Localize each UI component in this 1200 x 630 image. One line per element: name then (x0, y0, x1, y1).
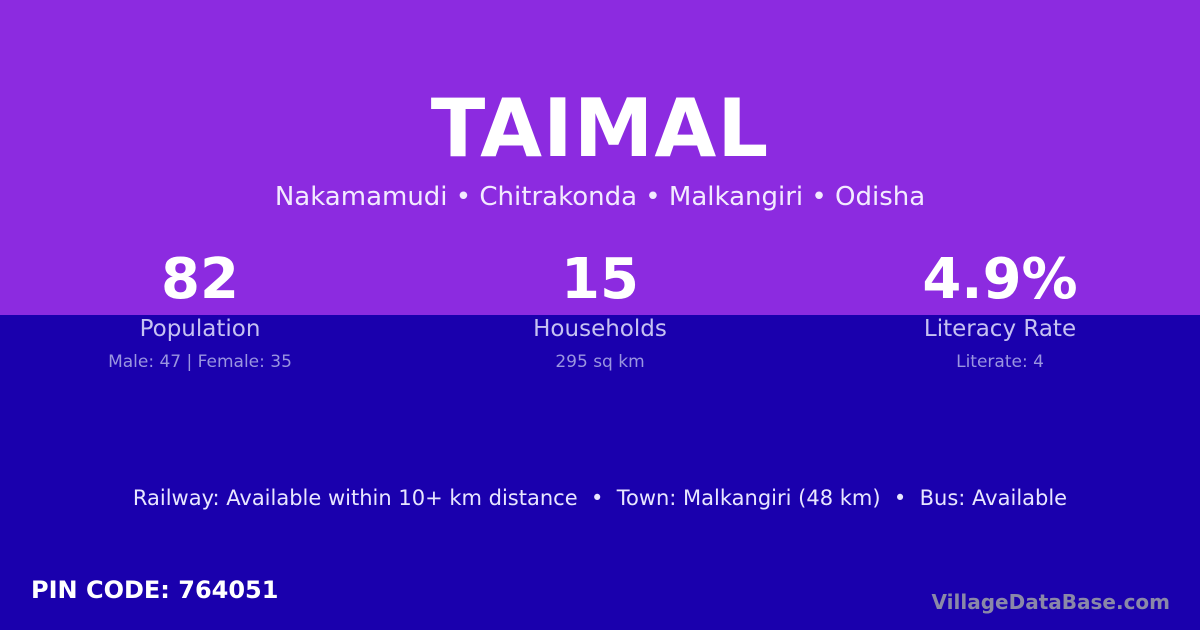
stat-value: 15 (561, 247, 639, 312)
stat-label: Households (533, 316, 667, 342)
village-title: TAIMAL (430, 82, 770, 175)
brand-watermark: VillageDataBase.com (931, 590, 1170, 614)
stat-detail: 295 sq km (555, 352, 645, 372)
stat-value: 4.9% (922, 247, 1078, 312)
stat-label: Population (139, 316, 261, 342)
stat-detail: Male: 47 | Female: 35 (108, 352, 292, 372)
header-band (0, 0, 1200, 315)
stat-label: Literacy Rate (923, 316, 1077, 342)
stat-population: 82 Population Male: 47 | Female: 35 (0, 247, 400, 373)
pin-code: PIN CODE: 764051 (31, 576, 279, 604)
stat-detail: Literate: 4 (956, 352, 1044, 372)
location-breadcrumb: Nakamamudi • Chitrakonda • Malkangiri • … (274, 182, 926, 212)
stat-households: 15 Households 295 sq km (400, 247, 800, 373)
stat-value: 82 (161, 247, 239, 312)
stat-literacy: 4.9% Literacy Rate Literate: 4 (800, 247, 1200, 373)
transport-info: Railway: Available within 10+ km distanc… (132, 486, 1068, 510)
